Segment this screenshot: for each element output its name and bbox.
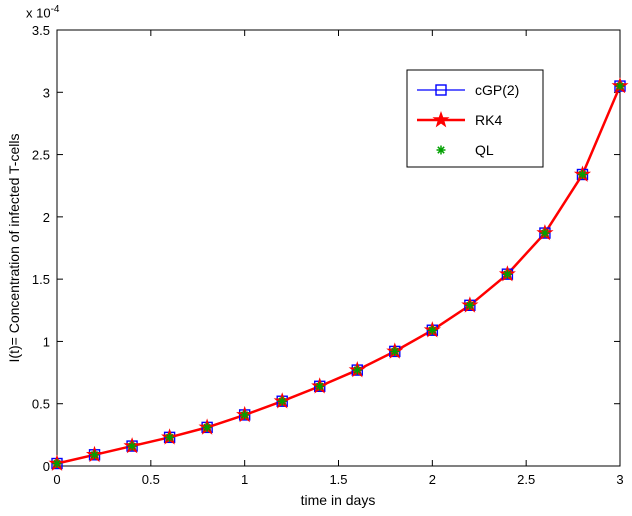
x-tick-label: 2 xyxy=(429,472,436,487)
x-tick-label: 3 xyxy=(616,472,623,487)
legend-label-2: QL xyxy=(475,142,494,158)
y-tick-label: 1 xyxy=(43,334,50,349)
series-markers-2 xyxy=(52,81,625,469)
legend-marker-2 xyxy=(436,145,446,155)
legend-marker-1 xyxy=(432,110,450,128)
y-tick-label: 1.5 xyxy=(32,272,50,287)
x-axis-label: time in days xyxy=(300,492,376,508)
y-tick-label: 2 xyxy=(43,210,50,225)
y-multiplier-base: x 10 xyxy=(26,5,51,21)
x-tick-label: 1 xyxy=(241,472,248,487)
y-tick-label: 2.5 xyxy=(32,148,50,163)
y-axis-multiplier-label: x 10-4 xyxy=(26,4,59,20)
x-tick-label: 1.5 xyxy=(329,472,347,487)
y-multiplier-exponent: -4 xyxy=(50,4,60,15)
legend-label-1: RK4 xyxy=(475,112,502,128)
legend-marker-0 xyxy=(435,84,447,96)
x-tick-label: 2.5 xyxy=(517,472,535,487)
y-tick-label: 0 xyxy=(43,459,50,474)
x-tick-label: 0 xyxy=(53,472,60,487)
x-tick-label: 0.5 xyxy=(142,472,160,487)
legend-box xyxy=(406,69,544,168)
y-tick-label: 0.5 xyxy=(32,397,50,412)
y-tick-label: 3.5 xyxy=(32,23,50,38)
legend-label-0: cGP(2) xyxy=(475,82,519,98)
series-line-1 xyxy=(56,85,622,465)
y-tick-label: 3 xyxy=(43,85,50,100)
